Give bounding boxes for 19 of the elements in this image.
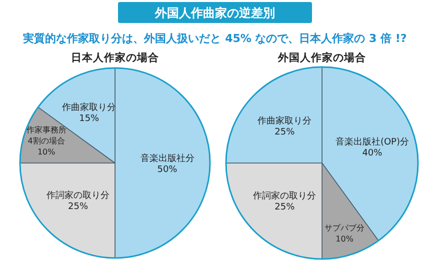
chart-title: 外国人作家の場合 [277,51,366,64]
data-label: 25% [68,202,88,212]
data-label: 10% [336,234,354,244]
data-label: 40% [362,148,383,159]
text: 外国人作曲家の逆差別 [154,6,275,20]
data-label: 25% [274,202,296,212]
text: 実質的な作家取り分は、外国人扱いだと 45% なので、日本人作家の 3 倍 !? [22,32,407,45]
slice-label: 作詞家の取り分 [46,190,110,201]
data-label: 15% [79,114,100,124]
slice-label: 作家事務所 4割の場合 [25,126,66,146]
slice-label: サブパブ分 [324,223,365,232]
slice-label: 作曲家取り分 [256,116,312,127]
slice-label: 音楽出版社(OP)分 [335,136,409,148]
data-label: 10% [37,148,56,157]
chart-title: 日本人作家の場合 [71,51,159,64]
data-label: 50% [157,165,178,175]
data-label: 25% [274,128,296,138]
slice-label: 音楽出版社分 [140,153,194,164]
slice-label: 作詞家の取り分 [252,190,316,202]
